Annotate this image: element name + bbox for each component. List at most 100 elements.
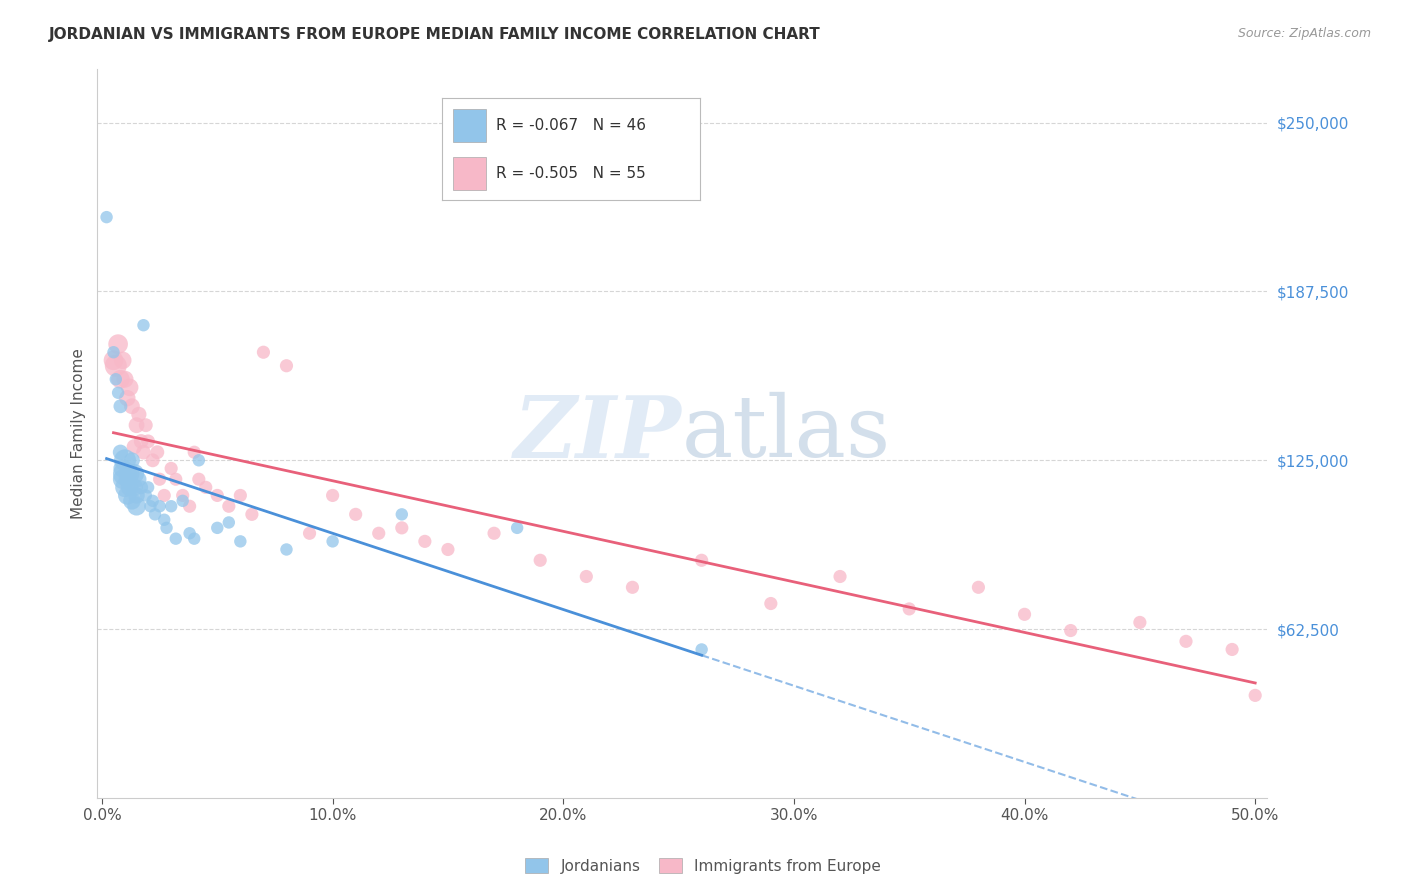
Point [828, 569, 851, 583]
Point [104, 359, 127, 373]
Point [117, 472, 139, 486]
Point [529, 553, 551, 567]
Point [344, 508, 367, 522]
Point [413, 534, 436, 549]
Point [276, 542, 298, 557]
Point [118, 380, 141, 394]
Point [114, 372, 136, 386]
Point [506, 521, 529, 535]
Point [391, 521, 413, 535]
Point [135, 488, 157, 502]
Point [153, 513, 176, 527]
Point [118, 480, 141, 494]
Point [187, 472, 209, 486]
Point [229, 488, 252, 502]
Point [160, 461, 183, 475]
Text: Source: ZipAtlas.com: Source: ZipAtlas.com [1237, 27, 1371, 40]
Point [142, 453, 165, 467]
Point [391, 508, 413, 522]
Point [110, 372, 132, 386]
Point [621, 580, 644, 594]
Point [218, 500, 240, 514]
Point [114, 467, 136, 481]
Legend: Jordanians, Immigrants from Europe: Jordanians, Immigrants from Europe [519, 852, 887, 880]
Point [165, 472, 187, 486]
Point [121, 493, 143, 508]
Point [179, 500, 201, 514]
Point [103, 345, 125, 359]
Point [110, 445, 132, 459]
Point [218, 516, 240, 530]
Point [322, 488, 344, 502]
Point [142, 493, 165, 508]
Point [136, 480, 159, 494]
Point [114, 453, 136, 467]
Point [125, 488, 148, 502]
Point [1175, 634, 1198, 648]
Point [135, 418, 157, 433]
Y-axis label: Median Family Income: Median Family Income [72, 348, 86, 519]
Point [128, 472, 150, 486]
Point [482, 526, 505, 541]
Point [207, 488, 229, 502]
Point [187, 453, 209, 467]
Point [437, 542, 460, 557]
Point [129, 480, 152, 494]
Point [96, 210, 118, 224]
Point [179, 526, 201, 541]
Point [149, 472, 172, 486]
Point [117, 488, 139, 502]
Point [172, 493, 194, 508]
Point [111, 353, 134, 368]
Point [132, 318, 155, 333]
Text: ZIP: ZIP [515, 392, 682, 475]
Point [114, 480, 136, 494]
Point [153, 488, 176, 502]
Point [125, 418, 148, 433]
Point [121, 453, 143, 467]
Point [276, 359, 298, 373]
Point [117, 391, 139, 405]
Text: JORDANIAN VS IMMIGRANTS FROM EUROPE MEDIAN FAMILY INCOME CORRELATION CHART: JORDANIAN VS IMMIGRANTS FROM EUROPE MEDI… [49, 27, 821, 42]
Point [322, 534, 344, 549]
Point [898, 602, 921, 616]
Point [107, 385, 129, 400]
Point [1129, 615, 1152, 630]
Point [111, 472, 134, 486]
Point [149, 500, 172, 514]
Point [132, 445, 155, 459]
Point [240, 508, 263, 522]
Point [690, 642, 713, 657]
Point [690, 553, 713, 567]
Point [1244, 689, 1267, 703]
Point [118, 467, 141, 481]
Point [103, 353, 125, 368]
Point [136, 434, 159, 449]
Point [122, 467, 145, 481]
Point [160, 500, 183, 514]
Point [194, 480, 217, 494]
Point [183, 532, 205, 546]
Point [165, 532, 187, 546]
Point [172, 488, 194, 502]
Point [759, 597, 782, 611]
Point [146, 445, 169, 459]
Point [139, 500, 162, 514]
Point [128, 408, 150, 422]
Point [143, 508, 166, 522]
Point [122, 440, 145, 454]
Point [122, 480, 145, 494]
Point [207, 521, 229, 535]
Point [111, 461, 134, 475]
Point [1014, 607, 1036, 622]
Point [967, 580, 990, 594]
Point [121, 399, 143, 413]
Point [1220, 642, 1243, 657]
Point [1060, 624, 1083, 638]
Point [155, 521, 177, 535]
Point [575, 569, 598, 583]
Point [229, 534, 252, 549]
Point [107, 337, 129, 351]
Point [125, 500, 148, 514]
Point [110, 399, 132, 413]
